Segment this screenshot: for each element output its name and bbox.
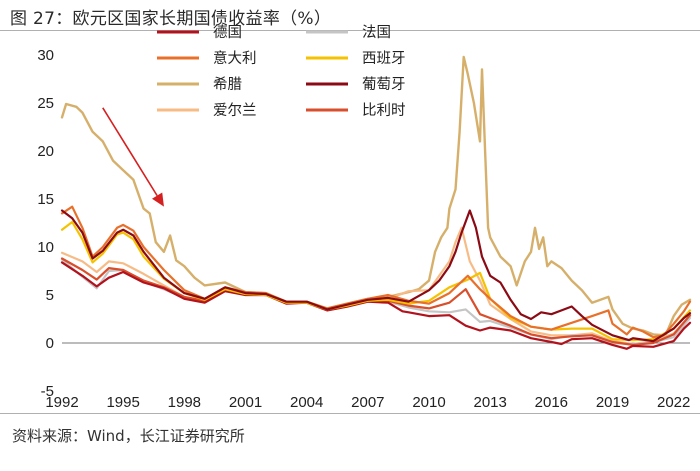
x-tick-label: 2004 [290,394,323,410]
x-tick-label: 2022 [657,394,690,410]
legend-label-意大利: 意大利 [213,49,257,67]
chart-series-group [60,55,692,350]
series-line-德国 [60,261,692,350]
x-tick-label: 2013 [473,394,506,410]
legend-label-德国: 德国 [213,24,242,41]
figure-title: 图 27：欧元区国家长期国债收益率（%） [10,9,332,29]
x-tick-label: 2007 [351,394,384,410]
source-note: 资料来源：Wind，长江证券研究所 [12,427,245,445]
x-tick-label: 2019 [596,394,629,410]
arrow-head [152,192,164,207]
y-tick-label: 30 [37,47,54,64]
legend-label-葡萄牙: 葡萄牙 [362,76,406,93]
y-tick-label: 25 [37,95,54,112]
legend-label-西班牙: 西班牙 [362,50,406,67]
legend-label-爱尔兰: 爱尔兰 [213,102,257,119]
x-tick-label: 2010 [412,394,445,410]
trend-annotation [102,107,164,207]
x-tick-label: 1992 [45,394,78,410]
chart-axes: -5 0 5 10 15 20 25 30 1992 1995 1998 2001 2004 2007 20… [37,47,690,410]
y-tick-label: 10 [37,239,54,256]
series-line-意大利 [60,205,692,339]
y-tick-label: 0 [46,335,54,352]
y-tick-label: 15 [37,191,54,208]
series-line-葡萄牙 [60,209,692,343]
legend-label-希腊: 希腊 [213,76,242,93]
x-tick-label: 1995 [106,394,139,410]
x-tick-label: 2001 [229,394,262,410]
title-divider [0,30,700,31]
legend-label-比利时: 比利时 [362,102,406,119]
source-divider [0,413,700,414]
x-tick-label: 1998 [168,394,201,410]
x-tick-label: 2016 [535,394,568,410]
legend-label-法国: 法国 [362,24,391,41]
y-tick-label: 5 [46,287,54,304]
yield-chart: -5 0 5 10 15 20 25 30 1992 1995 1998 2001 2004 2007 20… [37,24,692,410]
y-tick-label: 20 [37,143,54,160]
y-tick-label: -5 [41,383,54,400]
series-line-希腊 [60,55,692,337]
arrow-shaft [102,107,158,197]
